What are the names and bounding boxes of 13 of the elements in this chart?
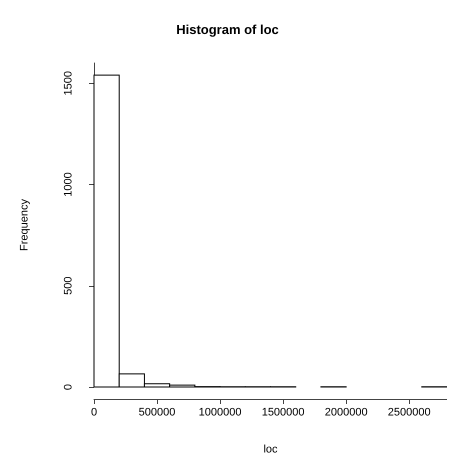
x-tick-label: 0 bbox=[90, 406, 98, 418]
y-tick-label: 500 bbox=[62, 276, 74, 295]
y-tick-label: 1500 bbox=[62, 71, 74, 96]
chart-title: Histogram of loc bbox=[176, 22, 279, 37]
x-axis-title: loc bbox=[263, 444, 278, 456]
x-tick-label: 2500000 bbox=[388, 406, 431, 418]
y-axis-title: Frequency bbox=[18, 198, 30, 251]
y-tick-label: 0 bbox=[62, 384, 74, 390]
x-tick-label: 500000 bbox=[138, 406, 176, 418]
x-tick-label: 2000000 bbox=[324, 406, 368, 418]
x-tick-label: 1500000 bbox=[262, 406, 305, 418]
x-tick-label: 1000000 bbox=[198, 406, 242, 418]
y-tick-label: 1000 bbox=[62, 172, 74, 197]
